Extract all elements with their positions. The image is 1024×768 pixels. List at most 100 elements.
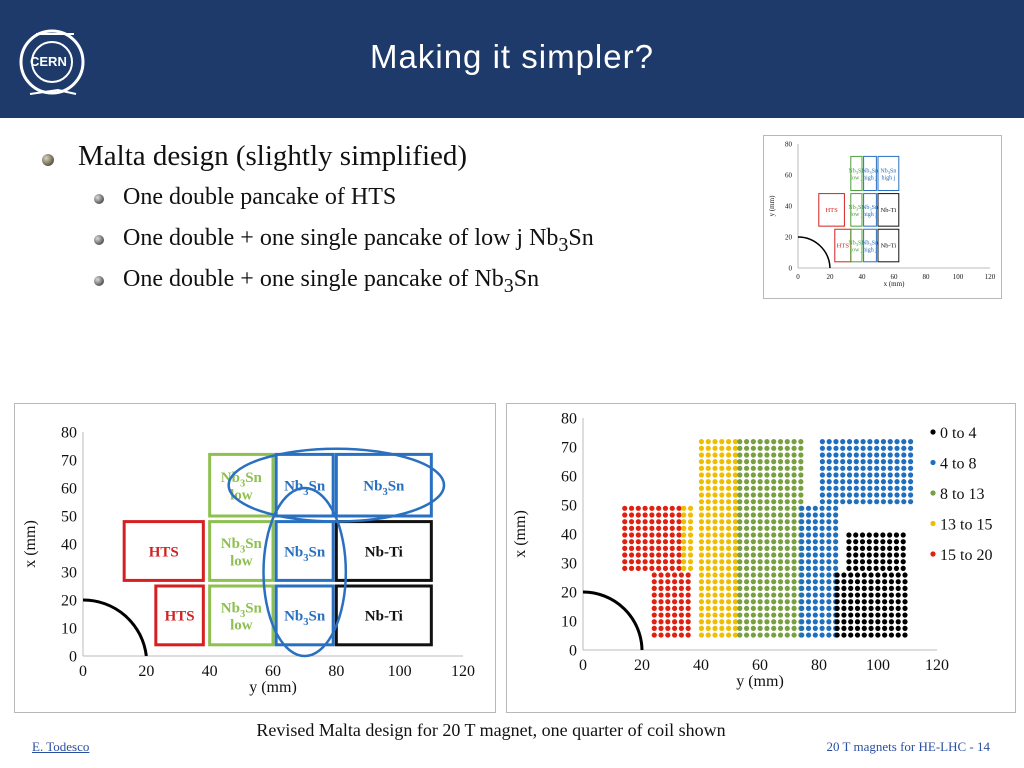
- field-point: [712, 499, 718, 505]
- field-point: [840, 485, 846, 491]
- field-point: [732, 539, 738, 545]
- small-block-sub: 3: [856, 242, 859, 247]
- field-point: [750, 452, 756, 458]
- author-link[interactable]: E. Todesco: [32, 739, 90, 754]
- field-point: [771, 605, 777, 611]
- legend-label: 4 to 8: [940, 456, 976, 473]
- field-point: [678, 592, 684, 598]
- field-point: [784, 439, 790, 445]
- field-point: [712, 605, 718, 611]
- field-point: [861, 612, 867, 618]
- field-point: [665, 625, 671, 631]
- block-sublabel: low: [230, 618, 253, 634]
- field-point: [901, 479, 907, 485]
- field-point: [622, 545, 628, 551]
- field-point: [805, 605, 812, 611]
- field-point: [622, 532, 628, 538]
- field-point: [651, 619, 657, 625]
- field-point: [833, 532, 839, 538]
- field-point: [685, 592, 691, 598]
- field-point: [859, 539, 866, 545]
- field-point: [764, 539, 770, 545]
- field-point: [873, 539, 879, 545]
- y-tick-label: 0: [569, 643, 577, 660]
- field-point: [805, 519, 812, 525]
- field-point: [894, 479, 900, 485]
- field-point: [628, 539, 635, 545]
- field-point: [719, 579, 725, 585]
- header-bar: Making it simpler?: [0, 0, 1024, 118]
- field-point: [791, 599, 797, 605]
- field-point: [860, 465, 866, 471]
- field-point: [833, 545, 839, 551]
- field-point: [771, 465, 777, 471]
- field-point: [712, 552, 718, 558]
- field-point: [743, 552, 750, 558]
- field-point: [819, 619, 825, 625]
- field-point: [737, 459, 743, 465]
- small-block-label: Nb3Sn: [862, 241, 878, 248]
- field-point: [888, 572, 895, 578]
- block-label-sub: 3: [240, 479, 245, 490]
- small-block-sub: 3: [869, 242, 872, 247]
- field-point: [771, 572, 777, 578]
- field-point: [874, 459, 880, 465]
- x-tick-label: 100: [953, 273, 964, 281]
- field-point: [698, 479, 705, 485]
- field-point: [902, 592, 908, 598]
- field-point: [873, 552, 879, 558]
- bullet-dot: [94, 235, 104, 245]
- field-point: [791, 439, 797, 445]
- field-point: [732, 559, 738, 565]
- field-point: [669, 512, 675, 518]
- field-point: [902, 619, 908, 625]
- y-tick-label: 40: [785, 202, 793, 210]
- field-point: [658, 612, 664, 618]
- field-point: [893, 532, 900, 538]
- field-point: [764, 579, 770, 585]
- field-point: [894, 492, 900, 498]
- field-region: [622, 505, 682, 571]
- x-tick-label: 0: [579, 657, 587, 674]
- field-point: [805, 592, 812, 598]
- field-point: [799, 632, 805, 638]
- field-point: [658, 599, 664, 605]
- field-point: [705, 605, 711, 611]
- field-point: [687, 525, 694, 531]
- field-point: [777, 565, 784, 571]
- field-point: [799, 592, 805, 598]
- field-point: [833, 499, 839, 505]
- field-point: [676, 552, 682, 558]
- field-point: [841, 585, 847, 591]
- field-point: [732, 479, 738, 485]
- field-point: [658, 579, 664, 585]
- field-point: [764, 532, 770, 538]
- field-point: [771, 445, 777, 451]
- aperture-arc: [797, 236, 831, 269]
- field-point: [826, 619, 832, 625]
- field-point: [750, 539, 756, 545]
- field-point: [705, 492, 711, 498]
- field-point: [880, 559, 886, 565]
- field-point: [681, 565, 687, 571]
- field-point: [698, 585, 705, 591]
- bullet-dot: [94, 194, 104, 204]
- small-block-sublabel: low j: [850, 212, 863, 218]
- field-point: [743, 592, 750, 598]
- field-point: [868, 585, 874, 591]
- field-point: [799, 532, 805, 538]
- field-point: [846, 479, 853, 485]
- field-point: [750, 479, 756, 485]
- field-point: [685, 632, 691, 638]
- field-point: [805, 572, 812, 578]
- field-point: [719, 459, 725, 465]
- small-block-label: Nb3Sn: [848, 205, 864, 212]
- field-point: [875, 612, 881, 618]
- block-label-part: Sn: [388, 478, 405, 494]
- field-point: [907, 499, 914, 505]
- coil-block: [154, 584, 205, 647]
- field-point: [725, 579, 732, 585]
- field-point: [771, 565, 777, 571]
- field-point: [764, 472, 770, 478]
- field-point: [757, 605, 763, 611]
